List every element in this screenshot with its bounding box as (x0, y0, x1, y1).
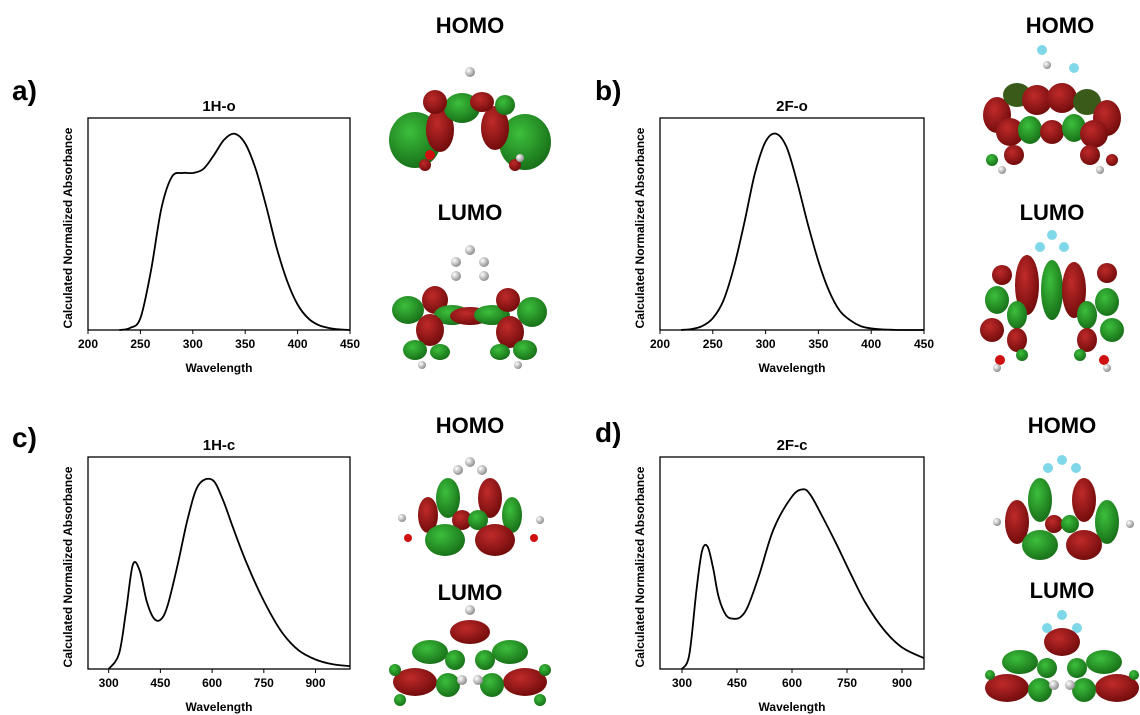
chart-title: 2F-c (777, 437, 808, 454)
x-tick-label: 400 (861, 337, 881, 351)
homo-label-a: HOMO (436, 13, 504, 38)
x-tick-label: 400 (288, 337, 308, 351)
homo-label-c: HOMO (436, 413, 504, 438)
x-tick-label: 350 (235, 337, 255, 351)
x-tick-label: 750 (837, 676, 857, 690)
x-tick-label: 300 (672, 676, 692, 690)
panel-label-a: a) (12, 75, 37, 106)
x-tick-label: 450 (150, 676, 170, 690)
x-tick-label: 450 (914, 337, 934, 351)
x-tick-label: 350 (808, 337, 828, 351)
homo-orbital-d-icon (993, 455, 1134, 560)
y-axis-label: Calculated Normalized Absorbance (61, 466, 75, 667)
lumo-label-a: LUMO (438, 200, 503, 225)
homo-orbital-a-icon (389, 67, 551, 171)
y-axis-label: Calculated Normalized Absorbance (633, 127, 647, 328)
chart-2F-o: 2F-o 200 250 300 350 400 450 Wavelength Calculat… (633, 98, 934, 375)
lumo-label-c: LUMO (438, 580, 503, 605)
y-axis-label: Calculated Normalized Absorbance (633, 466, 647, 667)
x-tick-label: 250 (703, 337, 723, 351)
homo-orbital-c-icon (398, 457, 544, 556)
x-tick-label: 300 (756, 337, 776, 351)
x-tick-label: 450 (727, 676, 747, 690)
plot-frame (87, 117, 351, 331)
lumo-orbital-c-icon (389, 605, 551, 706)
x-tick-label: 750 (254, 676, 274, 690)
plot-frame (87, 456, 351, 670)
x-tick-label: 600 (782, 676, 802, 690)
panel-label-c: c) (12, 422, 37, 453)
absorbance-curve (119, 132, 351, 331)
chart-title: 2F-o (776, 98, 808, 115)
panel-label-d: d) (595, 417, 621, 448)
x-tick-label: 200 (78, 337, 98, 351)
homo-label-b: HOMO (1026, 13, 1094, 38)
lumo-label-d: LUMO (1030, 578, 1095, 603)
x-tick-label: 900 (306, 676, 326, 690)
x-tick-label: 600 (202, 676, 222, 690)
homo-orbital-b-icon (983, 45, 1121, 174)
lumo-orbital-a-icon (392, 245, 547, 369)
x-tick-label: 450 (340, 337, 360, 351)
lumo-label-b: LUMO (1020, 200, 1085, 225)
absorbance-curve (681, 488, 925, 670)
panel-label-b: b) (595, 75, 621, 106)
x-tick-label: 900 (892, 676, 912, 690)
x-tick-label: 300 (99, 676, 119, 690)
lumo-orbital-b-icon (980, 230, 1124, 372)
plot-frame (659, 117, 925, 331)
x-axis-label: Wavelength (186, 700, 253, 714)
x-axis-label: Wavelength (186, 361, 253, 375)
absorbance-curve (681, 132, 924, 331)
x-tick-label: 250 (130, 337, 150, 351)
y-axis-label: Calculated Normalized Absorbance (61, 127, 75, 328)
chart-title: 1H-c (203, 437, 236, 454)
chart-1H-o: 1H-o 200 250 300 350 400 450 Wavelength Calculat… (61, 98, 360, 375)
x-axis-label: Wavelength (759, 700, 826, 714)
x-tick-label: 200 (650, 337, 670, 351)
lumo-orbital-d-icon (985, 610, 1139, 702)
chart-1H-c: 1H-c 300 450 600 750 900 Wavelength Calculated … (61, 437, 351, 714)
x-tick-label: 300 (183, 337, 203, 351)
absorbance-curve (107, 477, 351, 670)
homo-label-d: HOMO (1028, 413, 1096, 438)
chart-title: 1H-o (202, 98, 235, 115)
x-axis-label: Wavelength (759, 361, 826, 375)
chart-2F-c: 2F-c 300 450 600 750 900 Wavelength Calculated … (633, 437, 925, 714)
